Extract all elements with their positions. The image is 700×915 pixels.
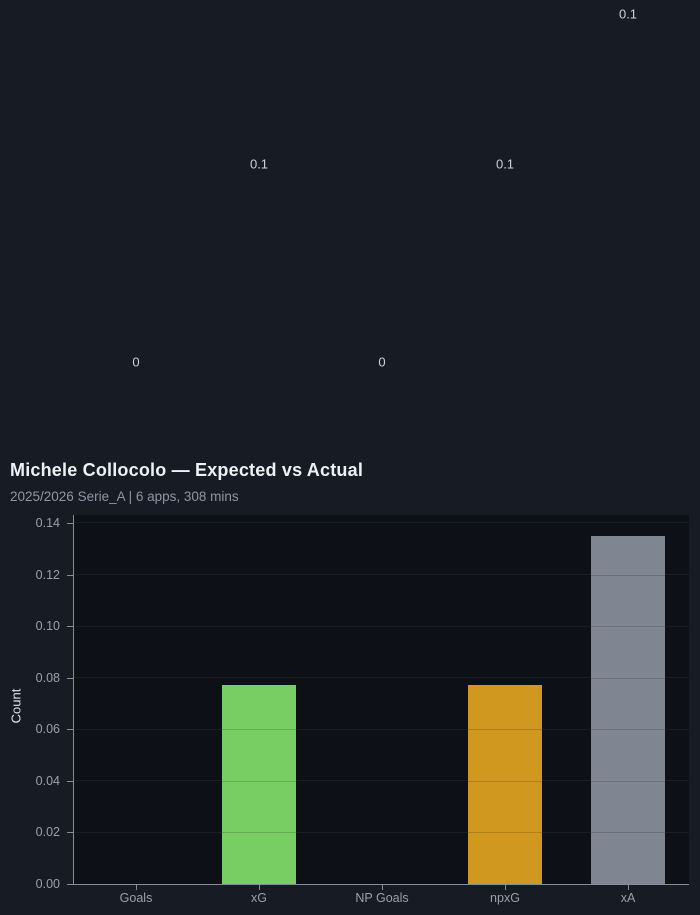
bar-value-label: 0.1 (618, 6, 638, 22)
bar-xg (222, 685, 296, 884)
gridline (74, 729, 689, 730)
bar-value-label: 0.1 (249, 156, 269, 172)
x-axis-spine (73, 884, 689, 885)
y-tickmark (67, 523, 73, 524)
bar-gridline (468, 729, 542, 730)
gridline (74, 832, 689, 833)
y-tick-label: 0.12 (35, 568, 60, 582)
x-tickmark (628, 885, 629, 890)
bar-gridline (591, 729, 665, 730)
plot-area (74, 515, 689, 884)
bar-gridline (468, 832, 542, 833)
y-tickmark (67, 884, 73, 885)
x-tick-label-np-goals: NP Goals (355, 891, 409, 905)
bar-gridline (468, 781, 542, 782)
x-tick-label-xa: xA (620, 891, 636, 905)
bar-gridline (591, 626, 665, 627)
x-tickmark (136, 885, 137, 890)
y-tick-label: 0.10 (35, 619, 60, 633)
y-tickmark (67, 626, 73, 627)
y-tick-label: 0.08 (35, 671, 60, 685)
bar-value-label: 0 (132, 354, 140, 370)
chart-title: Michele Collocolo — Expected vs Actual (10, 460, 364, 480)
bar-gridline (222, 781, 296, 782)
y-axis-spine (73, 515, 74, 885)
y-tick-label: 0.14 (35, 516, 60, 530)
x-tickmark (382, 885, 383, 890)
gridline (74, 626, 689, 627)
y-tick-label: 0.06 (35, 722, 60, 736)
y-axis-label: Count (8, 688, 24, 723)
y-tickmark (67, 678, 73, 679)
y-tick-label: 0.02 (35, 825, 60, 839)
y-tickmark (67, 832, 73, 833)
x-tickmark (505, 885, 506, 890)
gridline (74, 780, 689, 781)
bar-gridline (222, 729, 296, 730)
gridline (74, 574, 689, 575)
bar-gridline (591, 678, 665, 679)
bar-gridline (222, 832, 296, 833)
y-tickmark (67, 729, 73, 730)
x-tick-label-goals: Goals (119, 891, 153, 905)
x-tick-label-xg: xG (251, 891, 267, 905)
x-tick-label-npxg: npxG (490, 891, 520, 905)
bar-gridline (591, 575, 665, 576)
y-tickmark (67, 575, 73, 576)
y-tick-label: 0.04 (35, 774, 60, 788)
bar-value-label: 0.1 (495, 156, 515, 172)
gridline (74, 522, 689, 523)
bar-xa (591, 536, 665, 884)
chart-subtitle: 2025/2026 Serie_A | 6 apps, 308 mins (10, 489, 239, 504)
y-tickmark (67, 781, 73, 782)
y-tick-label: 0.00 (35, 877, 60, 891)
bar-value-label: 0 (378, 354, 386, 370)
bar-npxg (468, 685, 542, 884)
bar-gridline (591, 781, 665, 782)
bar-gridline (591, 832, 665, 833)
gridline (74, 677, 689, 678)
x-tickmark (259, 885, 260, 890)
